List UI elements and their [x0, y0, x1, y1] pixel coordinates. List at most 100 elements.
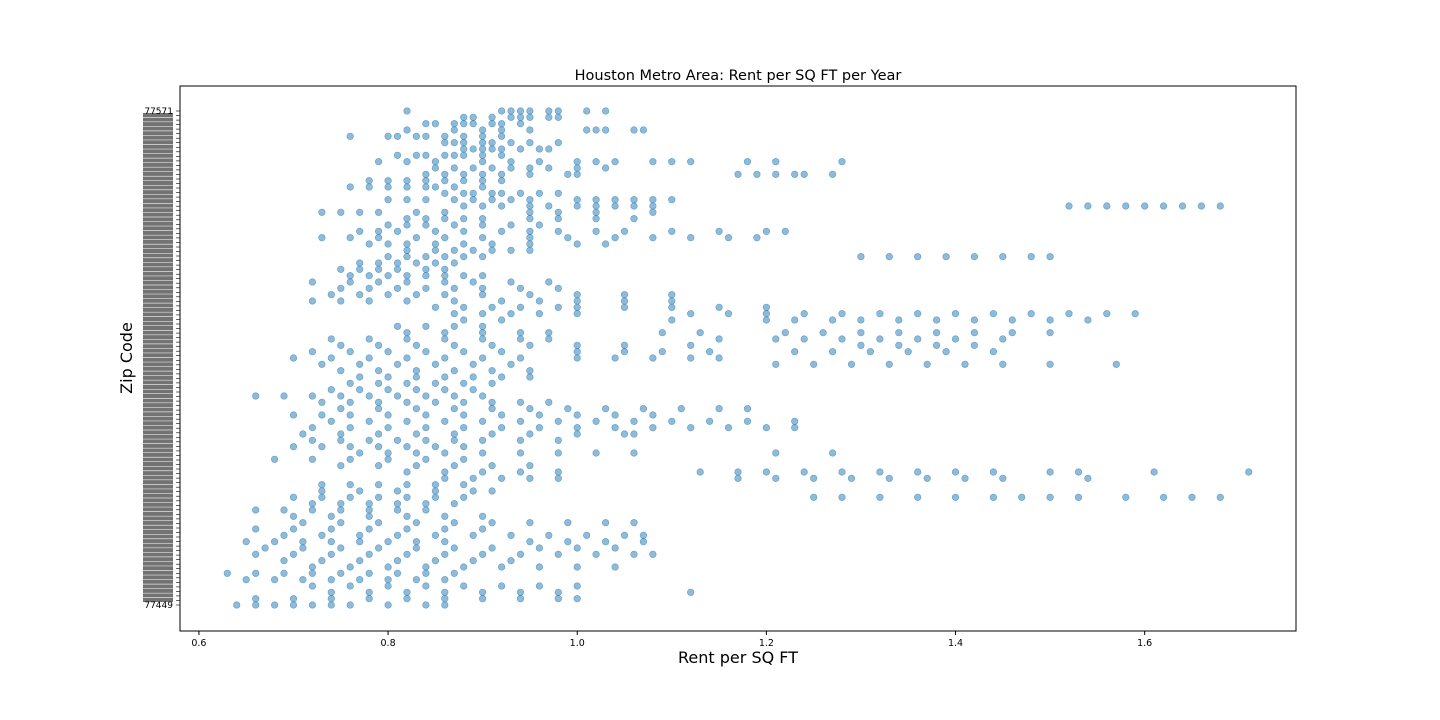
- data-point: [375, 398, 383, 406]
- data-point: [422, 265, 430, 273]
- data-point: [687, 588, 695, 596]
- data-point: [687, 310, 695, 318]
- data-point: [1103, 310, 1111, 318]
- y-tick-label-overlap: [143, 366, 173, 371]
- data-point: [412, 519, 421, 527]
- data-point: [772, 170, 780, 178]
- data-point: [620, 348, 629, 356]
- data-point: [318, 443, 326, 451]
- data-point: [1027, 253, 1035, 261]
- data-point: [318, 411, 326, 419]
- y-tick-label-overlap: [143, 502, 173, 507]
- data-point: [460, 120, 468, 128]
- data-point: [403, 183, 411, 191]
- y-tick-label-overlap: [143, 167, 173, 172]
- data-point: [403, 297, 411, 305]
- data-point: [299, 519, 307, 527]
- data-point: [630, 519, 638, 527]
- data-point: [488, 303, 496, 311]
- x-tick-label: 1.0: [570, 638, 585, 649]
- data-point: [460, 151, 468, 159]
- data-point: [337, 284, 345, 292]
- data-point: [734, 170, 742, 178]
- data-point: [252, 525, 260, 533]
- y-tick-label-overlap: [143, 126, 173, 131]
- data-point: [583, 126, 591, 134]
- data-point: [308, 601, 317, 609]
- data-point: [479, 253, 487, 261]
- data-point: [715, 405, 723, 413]
- data-point: [271, 455, 279, 463]
- data-point: [441, 550, 449, 558]
- data-point: [431, 493, 440, 501]
- data-point: [970, 316, 979, 324]
- data-point: [403, 196, 411, 204]
- y-tick-label-overlap: [143, 258, 173, 263]
- data-point: [403, 398, 411, 406]
- data-point: [469, 113, 477, 121]
- data-point: [384, 449, 392, 457]
- data-point: [800, 310, 808, 318]
- y-tick-label-overlap: [143, 307, 173, 312]
- data-point: [384, 240, 392, 248]
- data-point: [516, 398, 525, 406]
- data-point: [488, 189, 496, 197]
- data-point: [431, 164, 440, 172]
- data-point: [1141, 202, 1149, 210]
- y-tick-label-overlap: [143, 398, 173, 403]
- data-point: [308, 500, 317, 508]
- data-point: [469, 373, 477, 381]
- data-point: [384, 221, 392, 229]
- data-point: [384, 386, 392, 394]
- y-tick-label-overlap: [143, 539, 173, 544]
- data-point: [554, 468, 562, 476]
- data-point: [441, 601, 449, 609]
- data-point: [592, 202, 600, 210]
- x-tick-label: 1.6: [1137, 638, 1152, 649]
- data-point: [677, 405, 685, 413]
- data-point: [479, 525, 487, 533]
- data-point: [564, 170, 572, 178]
- data-point: [422, 436, 430, 444]
- data-point: [327, 354, 335, 362]
- data-point: [1008, 316, 1016, 324]
- data-point: [526, 519, 534, 527]
- data-point: [375, 430, 383, 438]
- data-point: [1112, 360, 1120, 368]
- y-tick-label-overlap: [143, 226, 173, 231]
- data-point: [346, 348, 354, 356]
- data-point: [412, 449, 421, 457]
- data-point: [365, 297, 373, 305]
- y-tick-label-overlap: [143, 344, 173, 349]
- data-point: [554, 303, 562, 311]
- y-tick-label-overlap: [143, 389, 173, 394]
- data-point: [271, 601, 279, 609]
- data-point: [488, 519, 496, 527]
- y-tick-label-overlap: [143, 443, 173, 448]
- data-point: [365, 525, 373, 533]
- data-point: [573, 297, 581, 305]
- data-point: [507, 221, 515, 229]
- data-point: [516, 189, 525, 197]
- data-point: [516, 588, 525, 596]
- data-point: [498, 348, 506, 356]
- y-tick-label-overlap: [143, 421, 173, 426]
- data-point: [828, 170, 837, 178]
- data-point: [1065, 202, 1073, 210]
- data-point: [460, 177, 468, 185]
- data-point: [469, 120, 477, 128]
- data-point: [479, 449, 487, 457]
- data-point: [384, 183, 392, 191]
- y-tick-label-overlap: [143, 584, 173, 589]
- data-point: [687, 234, 695, 242]
- data-point: [668, 297, 676, 305]
- data-point: [289, 550, 298, 558]
- data-point: [488, 246, 496, 254]
- data-point: [308, 569, 317, 577]
- data-point: [365, 588, 373, 596]
- data-point: [885, 253, 893, 261]
- data-point: [479, 177, 487, 185]
- data-point: [1084, 316, 1092, 324]
- data-point: [601, 107, 610, 115]
- data-point: [460, 424, 468, 432]
